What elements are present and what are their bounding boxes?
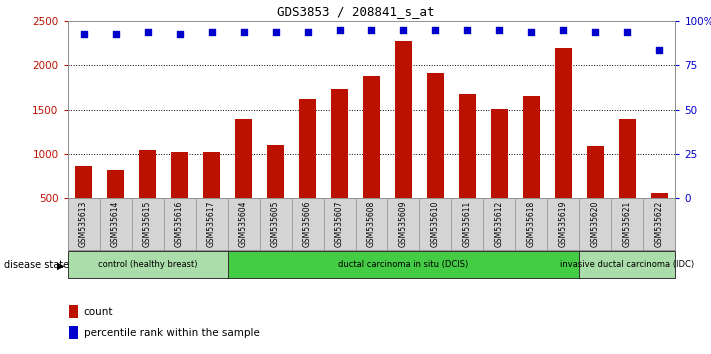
Bar <box>387 198 419 250</box>
Bar <box>579 251 675 278</box>
Bar <box>419 198 451 250</box>
Text: GSM535610: GSM535610 <box>431 200 440 247</box>
Bar <box>203 152 220 242</box>
Text: GSM535611: GSM535611 <box>463 200 472 246</box>
Text: GSM535612: GSM535612 <box>495 200 504 246</box>
Point <box>109 31 121 36</box>
Bar <box>299 99 316 242</box>
Bar <box>171 152 188 242</box>
Point <box>557 27 569 33</box>
Text: GSM535606: GSM535606 <box>303 200 312 247</box>
Point <box>206 29 218 35</box>
Point <box>590 29 602 35</box>
Text: GSM535620: GSM535620 <box>591 200 600 247</box>
Point <box>429 27 441 33</box>
Point <box>334 27 346 33</box>
Bar <box>547 198 579 250</box>
Text: GSM535618: GSM535618 <box>527 200 536 246</box>
Text: control (healthy breast): control (healthy breast) <box>98 260 197 269</box>
Text: ▶: ▶ <box>56 261 64 270</box>
Point <box>141 29 154 35</box>
Text: GSM535617: GSM535617 <box>207 200 216 247</box>
Point <box>654 47 665 52</box>
Bar <box>235 119 252 242</box>
Bar <box>196 198 228 250</box>
Point <box>621 29 633 35</box>
Bar <box>132 198 164 250</box>
Point <box>237 29 249 35</box>
Bar <box>611 198 643 250</box>
Bar <box>75 166 92 242</box>
Bar <box>619 119 636 242</box>
Text: GSM535615: GSM535615 <box>143 200 152 247</box>
Bar <box>68 251 228 278</box>
Text: GSM535608: GSM535608 <box>367 200 376 247</box>
Point <box>78 31 90 36</box>
Bar <box>579 198 611 250</box>
Point <box>301 29 313 35</box>
Bar <box>260 198 292 250</box>
Bar <box>100 198 132 250</box>
Bar <box>395 41 412 242</box>
Bar <box>427 73 444 242</box>
Bar <box>331 89 348 242</box>
Point <box>493 27 505 33</box>
Bar <box>164 198 196 250</box>
Point <box>462 27 474 33</box>
Bar <box>70 305 78 318</box>
Bar <box>356 198 387 250</box>
Bar <box>228 198 260 250</box>
Text: GSM535609: GSM535609 <box>399 200 408 247</box>
Bar <box>555 48 572 242</box>
Text: GSM535614: GSM535614 <box>111 200 120 247</box>
Bar <box>483 198 515 250</box>
Text: GSM535621: GSM535621 <box>623 200 632 246</box>
Bar <box>451 198 483 250</box>
Text: disease state: disease state <box>4 261 69 270</box>
Bar <box>292 198 324 250</box>
Bar <box>363 76 380 242</box>
Text: count: count <box>84 307 113 316</box>
Bar <box>515 198 547 250</box>
Text: ductal carcinoma in situ (DCIS): ductal carcinoma in situ (DCIS) <box>338 260 469 269</box>
Bar <box>459 94 476 242</box>
Point <box>173 31 185 36</box>
Bar <box>523 97 540 242</box>
Point <box>365 27 377 33</box>
Bar <box>70 326 78 339</box>
Text: GSM535613: GSM535613 <box>79 200 88 247</box>
Text: GDS3853 / 208841_s_at: GDS3853 / 208841_s_at <box>277 5 434 18</box>
Text: GSM535604: GSM535604 <box>239 200 248 247</box>
Text: GSM535616: GSM535616 <box>175 200 184 247</box>
Bar <box>139 149 156 242</box>
Text: GSM535622: GSM535622 <box>655 200 664 246</box>
Bar <box>68 198 100 250</box>
Text: invasive ductal carcinoma (IDC): invasive ductal carcinoma (IDC) <box>560 260 695 269</box>
Bar <box>587 146 604 242</box>
Bar <box>491 109 508 242</box>
Bar <box>651 193 668 242</box>
Bar <box>324 198 356 250</box>
Bar <box>228 251 579 278</box>
Text: GSM535607: GSM535607 <box>335 200 344 247</box>
Point <box>398 27 410 33</box>
Bar <box>267 145 284 242</box>
Text: GSM535605: GSM535605 <box>271 200 280 247</box>
Text: percentile rank within the sample: percentile rank within the sample <box>84 328 260 338</box>
Bar <box>643 198 675 250</box>
Point <box>270 29 282 35</box>
Bar <box>107 170 124 242</box>
Text: GSM535619: GSM535619 <box>559 200 568 247</box>
Point <box>525 29 538 35</box>
